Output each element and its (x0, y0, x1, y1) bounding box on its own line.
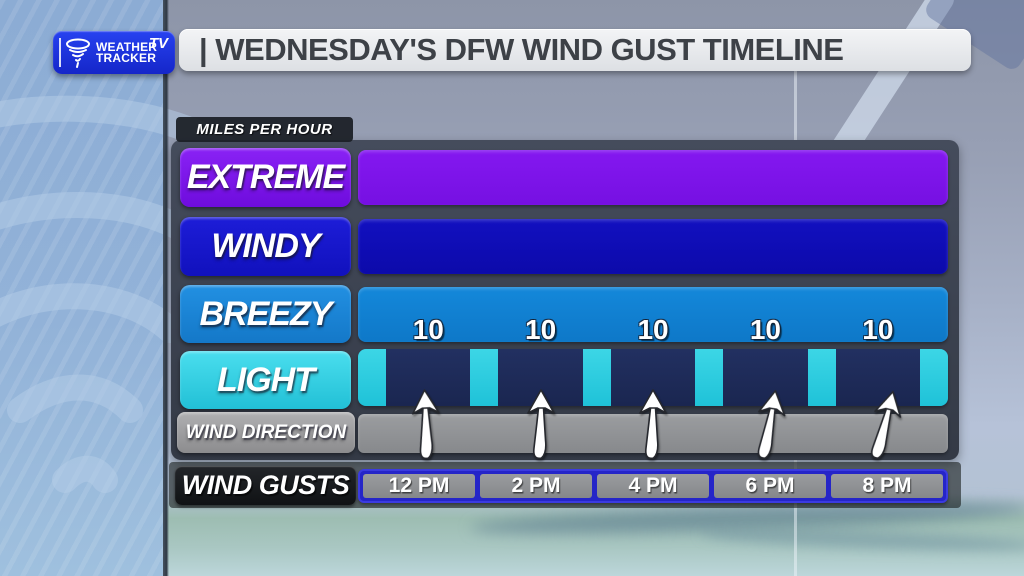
light-tick (470, 349, 499, 406)
wind-arrow-up-icon (758, 390, 786, 459)
gust-values-row: 10 10 10 10 10 (358, 308, 948, 346)
gust-value: 10 (525, 314, 557, 345)
bar-breezy (358, 287, 948, 342)
wind-direction-arrows-row (358, 386, 948, 466)
gust-block (835, 349, 921, 406)
page-title: | WEDNESDAY'S DFW WIND GUST TIMELINE (199, 32, 844, 67)
time-tick: 8 PM (831, 474, 943, 498)
wind-arrow-up-icon (526, 389, 555, 460)
gust-value: 10 (637, 314, 669, 345)
gust-value: 10 (412, 314, 444, 345)
category-label-extreme: EXTREME (180, 148, 351, 207)
bar-windy (358, 219, 948, 274)
units-label: MILES PER HOUR (176, 117, 353, 142)
left-sidebar-band (0, 0, 163, 576)
category-label-breezy: BREEZY (180, 285, 351, 343)
headline-bar: | WEDNESDAY'S DFW WIND GUST TIMELINE (179, 29, 971, 71)
row-label-wind-gusts: WIND GUSTS (175, 466, 356, 505)
time-tick: 2 PM (480, 474, 592, 498)
light-tick (358, 349, 386, 406)
time-tick: 12 PM (363, 474, 475, 498)
logo-line2: TRACKER (96, 50, 157, 65)
logo-rule (59, 38, 61, 67)
gust-value: 10 (749, 314, 781, 345)
bar-extreme (358, 150, 948, 205)
station-logo: WEATHER TRACKER TV (53, 31, 175, 74)
category-label-light: LIGHT (180, 351, 351, 409)
time-tick: 4 PM (597, 474, 709, 498)
logo-tv-badge: TV (148, 35, 168, 52)
light-tick (807, 349, 836, 406)
time-axis: 12 PM 2 PM 4 PM 6 PM 8 PM (358, 469, 948, 503)
logo-line1: WEATHER (96, 39, 158, 54)
time-tick: 6 PM (714, 474, 826, 498)
wind-arrow-up-icon (412, 389, 440, 460)
background-divider (163, 0, 169, 576)
tornado-icon (66, 38, 90, 68)
wind-arrow-up-icon (870, 390, 902, 459)
gust-value: 10 (862, 314, 894, 345)
light-tick (582, 349, 611, 406)
row-label-wind-direction: WIND DIRECTION (177, 412, 355, 453)
light-tick (920, 349, 948, 406)
logo-text: WEATHER TRACKER (96, 39, 158, 65)
light-tick (695, 349, 724, 406)
gust-block (723, 349, 808, 406)
wind-arrow-up-icon (639, 389, 667, 460)
category-label-windy: WINDY (180, 217, 351, 276)
